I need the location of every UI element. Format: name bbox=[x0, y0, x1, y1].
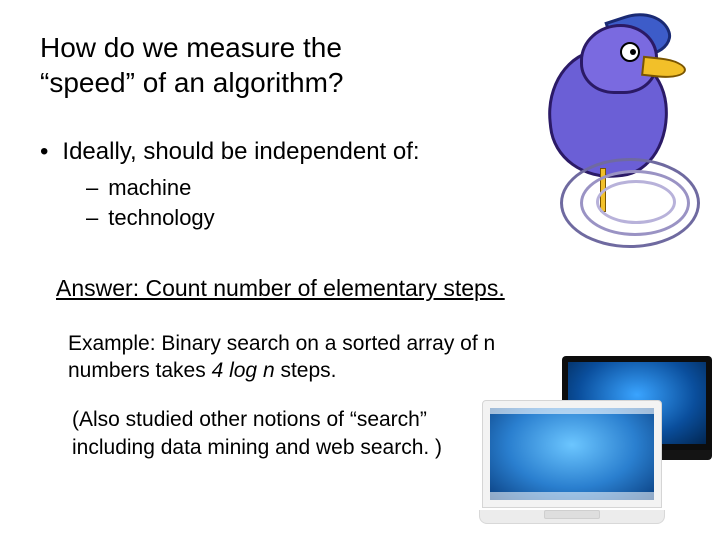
laptops-graphic bbox=[482, 356, 712, 526]
macbook-white-icon bbox=[482, 400, 662, 526]
roadrunner-icon bbox=[510, 18, 720, 268]
title-line-1: How do we measure the bbox=[40, 32, 342, 63]
answer-line: Answer: Count number of elementary steps… bbox=[56, 275, 680, 302]
sub-bullet-1-text: machine bbox=[108, 175, 191, 201]
example-post: steps. bbox=[275, 359, 337, 382]
example-italic: 4 log n bbox=[212, 359, 275, 382]
sub-bullet-2-text: technology bbox=[108, 205, 214, 231]
title-line-2: “speed” of an algorithm? bbox=[40, 67, 344, 98]
note-text: (Also studied other notions of “search” … bbox=[72, 406, 512, 461]
bullet-1-text: Ideally, should be independent of: bbox=[62, 138, 419, 166]
example-text: Example: Binary search on a sorted array… bbox=[68, 330, 508, 385]
slide-title: How do we measure the “speed” of an algo… bbox=[40, 30, 460, 100]
slide: How do we measure the “speed” of an algo… bbox=[0, 0, 720, 540]
